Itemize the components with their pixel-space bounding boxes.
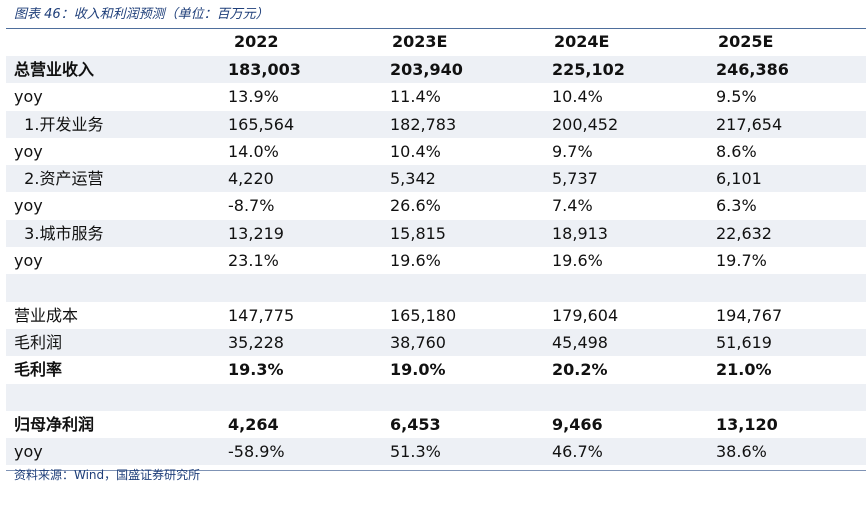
row-label: 营业成本 [14, 305, 79, 325]
table-row: 1.开发业务 165,564 182,783 200,452 217,654 [6, 110, 866, 138]
row-label: yoy [14, 196, 43, 216]
row-value: 19.6% [390, 251, 441, 271]
row-value: 19.0% [390, 360, 446, 380]
row-label: yoy [14, 87, 43, 107]
table-row: 总营业收入 183,003 203,940 225,102 246,386 [6, 56, 866, 84]
header-2023e: 2023E [392, 32, 448, 51]
row-value: 51,619 [716, 332, 772, 352]
spacer-row [6, 383, 866, 411]
forecast-table: 2022 2023E 2024E 2025E 总营业收入 183,003 203,9… [6, 28, 866, 466]
row-value: 13.9% [228, 87, 279, 107]
top-rule [6, 28, 866, 29]
row-value: 26.6% [390, 196, 441, 216]
table-row: yoy -8.7% 26.6% 7.4% 6.3% [6, 192, 866, 219]
row-label: 毛利率 [14, 360, 63, 380]
row-value: 13,120 [716, 414, 778, 434]
spacer-row [6, 274, 866, 302]
row-value: 23.1% [228, 251, 279, 271]
row-value: 38,760 [390, 332, 446, 352]
row-label: yoy [14, 141, 43, 161]
header-2022: 2022 [234, 32, 279, 51]
row-value: 15,815 [390, 223, 446, 243]
table-row: yoy 13.9% 11.4% 10.4% 9.5% [6, 83, 866, 110]
row-value: 200,452 [552, 114, 619, 134]
row-value: 4,264 [228, 414, 279, 434]
row-value: 51.3% [390, 442, 441, 462]
row-value: 14.0% [228, 141, 279, 161]
table-row: 3.城市服务 13,219 15,815 18,913 22,632 [6, 219, 866, 248]
row-value: 5,737 [552, 169, 598, 189]
row-value: 22,632 [716, 223, 772, 243]
row-label: yoy [14, 251, 43, 271]
row-value: 165,564 [228, 114, 295, 134]
table-header-row: 2022 2023E 2024E 2025E [6, 28, 866, 56]
table-row: yoy 14.0% 10.4% 9.7% 8.6% [6, 138, 866, 165]
header-2024e: 2024E [554, 32, 610, 51]
row-value: 8.6% [716, 141, 757, 161]
row-value: 9,466 [552, 414, 603, 434]
row-value: -8.7% [228, 196, 275, 216]
row-value: 19.7% [716, 251, 767, 271]
header-2025e: 2025E [718, 32, 774, 51]
row-label: 毛利润 [14, 332, 63, 352]
row-value: 179,604 [552, 305, 619, 325]
row-value: -58.9% [228, 442, 285, 462]
row-value: 19.3% [228, 360, 284, 380]
source-note: 资料来源：Wind，国盛证券研究所 [14, 468, 201, 482]
row-label: 归母净利润 [14, 414, 95, 434]
row-value: 7.4% [552, 196, 593, 216]
table-row: yoy -58.9% 51.3% 46.7% 38.6% [6, 438, 866, 466]
table-row: 归母净利润 4,264 6,453 9,466 13,120 [6, 411, 866, 438]
row-value: 217,654 [716, 114, 783, 134]
row-value: 45,498 [552, 332, 608, 352]
row-value: 194,767 [716, 305, 783, 325]
row-label: 1.开发业务 [14, 114, 104, 134]
row-value: 38.6% [716, 442, 767, 462]
row-value: 203,940 [390, 60, 463, 79]
table-caption: 图表 46：收入和利润预测（单位：百万元） [14, 7, 269, 22]
row-value: 10.4% [552, 87, 603, 107]
table-row: 毛利率 19.3% 19.0% 20.2% 21.0% [6, 356, 866, 383]
row-label: 2.资产运营 [14, 169, 104, 189]
row-value: 183,003 [228, 60, 301, 79]
row-value: 19.6% [552, 251, 603, 271]
row-label: 总营业收入 [14, 60, 95, 79]
row-value: 21.0% [716, 360, 772, 380]
row-value: 11.4% [390, 87, 441, 107]
table-row: 2.资产运营 4,220 5,342 5,737 6,101 [6, 165, 866, 193]
row-value: 20.2% [552, 360, 608, 380]
row-value: 147,775 [228, 305, 295, 325]
table-row: 毛利润 35,228 38,760 45,498 51,619 [6, 328, 866, 357]
bottom-rule [6, 470, 866, 471]
row-value: 246,386 [716, 60, 789, 79]
row-value: 46.7% [552, 442, 603, 462]
table-row: yoy 23.1% 19.6% 19.6% 19.7% [6, 247, 866, 274]
row-value: 6.3% [716, 196, 757, 216]
row-value: 6,101 [716, 169, 762, 189]
row-value: 225,102 [552, 60, 625, 79]
table-row: 营业成本 147,775 165,180 179,604 194,767 [6, 302, 866, 329]
row-label: 3.城市服务 [14, 223, 104, 243]
row-value: 35,228 [228, 332, 284, 352]
row-value: 9.7% [552, 141, 593, 161]
row-value: 5,342 [390, 169, 436, 189]
row-value: 13,219 [228, 223, 284, 243]
row-value: 165,180 [390, 305, 457, 325]
row-value: 182,783 [390, 114, 457, 134]
row-value: 10.4% [390, 141, 441, 161]
table-body: 总营业收入 183,003 203,940 225,102 246,386 yoy 13.9… [6, 56, 866, 466]
row-value: 18,913 [552, 223, 608, 243]
row-value: 9.5% [716, 87, 757, 107]
row-value: 6,453 [390, 414, 441, 434]
row-value: 4,220 [228, 169, 274, 189]
row-label: yoy [14, 442, 43, 462]
